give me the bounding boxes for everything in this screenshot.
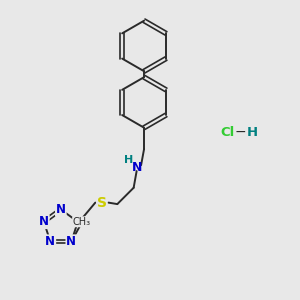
Text: N: N [39,215,49,228]
Text: S: S [97,196,107,210]
Text: Cl: Cl [220,126,234,139]
Text: CH₃: CH₃ [73,217,91,227]
Text: −: − [235,125,247,139]
Text: N: N [132,161,143,174]
Text: N: N [56,203,66,216]
Text: N: N [45,235,56,248]
Text: N: N [66,235,76,248]
Text: H: H [247,126,258,139]
Text: H: H [124,155,133,165]
